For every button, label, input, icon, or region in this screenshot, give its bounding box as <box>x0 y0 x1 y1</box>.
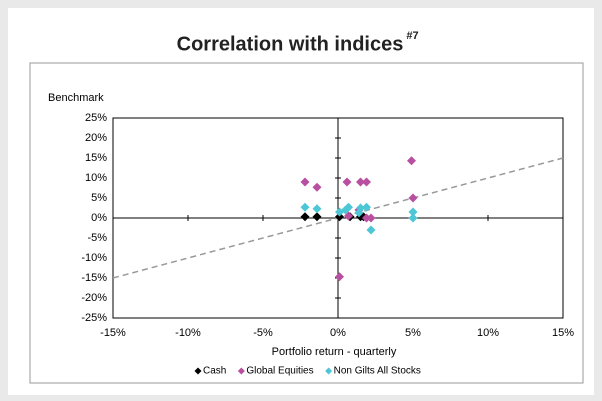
point <box>408 207 418 217</box>
y-tick-label: -20% <box>81 292 107 304</box>
y-tick-label: 0% <box>91 212 107 224</box>
point <box>300 202 310 212</box>
point <box>354 208 364 218</box>
legend-marker <box>325 367 333 375</box>
panel <box>8 8 594 395</box>
point <box>362 177 371 187</box>
x-tick-label: -10% <box>175 327 201 339</box>
x-tick-label: -15% <box>100 327 126 339</box>
chart-frame <box>29 62 584 384</box>
point <box>335 212 344 222</box>
point <box>356 177 365 187</box>
point <box>366 225 376 235</box>
x-tick-label: -5% <box>253 327 273 339</box>
point <box>362 202 371 212</box>
point <box>312 204 322 214</box>
legend-label: Cash <box>203 366 226 377</box>
point <box>300 212 310 222</box>
legend-label: Non Gilts All Stocks <box>334 366 421 377</box>
chart-title: Correlation with indices <box>177 33 404 55</box>
y-tick-label: -15% <box>81 272 107 284</box>
y-tick-label: -25% <box>81 312 107 324</box>
point <box>408 213 418 223</box>
point <box>312 212 322 222</box>
point <box>300 177 310 187</box>
y-tick-label: 15% <box>85 152 107 164</box>
title-note: #7 <box>406 30 418 42</box>
legend-marker <box>194 367 202 375</box>
point <box>312 182 322 192</box>
point <box>407 156 416 166</box>
y-axis-label: Benchmark <box>48 92 104 104</box>
y-tick-label: -10% <box>81 252 107 264</box>
x-tick-label: 5% <box>405 327 421 339</box>
point <box>408 193 418 203</box>
x-tick-label: 10% <box>477 327 499 339</box>
point <box>335 272 344 282</box>
point <box>342 177 352 187</box>
y-tick-label: 25% <box>85 112 107 124</box>
y-tick-label: 5% <box>91 192 107 204</box>
y-tick-label: -5% <box>87 232 107 244</box>
y-tick-label: 20% <box>85 132 107 144</box>
y-tick-label: 10% <box>85 172 107 184</box>
x-axis-label: Portfolio return - quarterly <box>272 346 397 358</box>
point <box>344 202 353 212</box>
legend-marker <box>237 367 245 375</box>
x-tick-label: 15% <box>552 327 574 339</box>
x-tick-label: 0% <box>330 327 346 339</box>
legend-label: Global Equities <box>246 366 313 377</box>
point <box>366 213 376 223</box>
